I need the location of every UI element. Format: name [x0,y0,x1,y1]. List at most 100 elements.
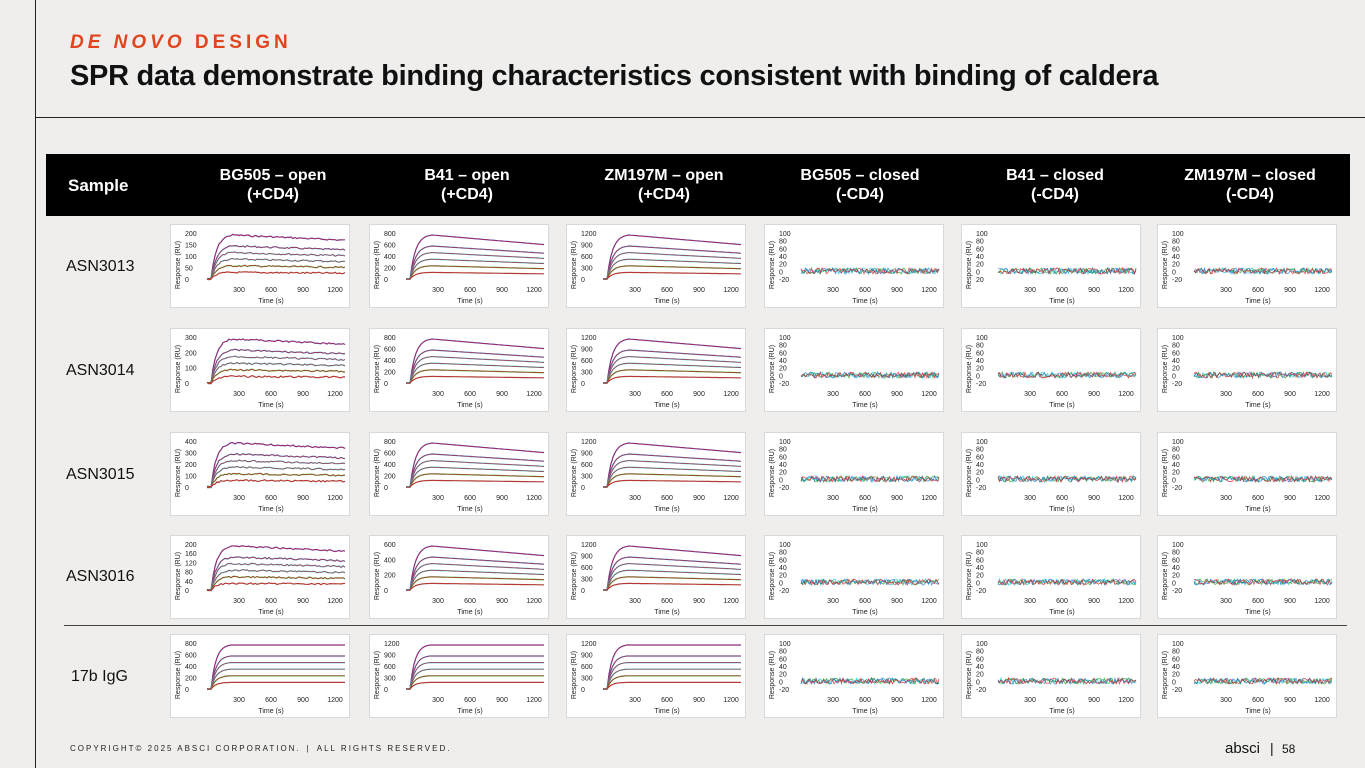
x-tick-label: 300 [233,697,245,704]
y-tick-label: 300 [581,577,593,584]
row-label-asn3015: ASN3015 [66,466,135,483]
y-tick-label: 20 [976,573,984,580]
column-header-line1: ZM197M – open [604,167,724,184]
fit-line [406,480,544,488]
y-tick-label: 1200 [581,335,597,342]
x-tick-label: 300 [827,697,839,704]
x-tick-label: 900 [693,391,705,398]
y-tick-label: 900 [581,554,593,561]
x-tick-label: 300 [629,287,641,294]
y-tick-label: 40 [976,664,984,671]
x-axis-label: Time (s) [457,708,482,715]
response-trace [406,668,544,690]
y-tick-label: 60 [976,557,984,564]
x-tick-label: 300 [432,697,444,704]
sensorgram-panel: Response (RU) 200 150 100 50 0 300 600 900 1200 Ti… [170,224,350,308]
response-trace [603,655,741,690]
y-tick-label: 20 [1172,573,1180,580]
column-header-line2: (-CD4) [1031,186,1079,203]
column-header-line1: BG505 – open [219,167,327,184]
x-axis-label: Time (s) [852,506,877,513]
sensorgram-panel: Response (RU) 100 80 60 40 20 0 -20 300 600 900 120… [764,328,944,412]
fit-line [406,460,545,488]
x-tick-label: 1200 [526,598,542,605]
y-axis-label: Response (RU) [374,552,381,600]
y-tick-label: 200 [384,370,396,377]
fit-line [603,369,742,384]
x-tick-label: 600 [1252,598,1264,605]
fit-line [207,675,345,690]
row-label-asn3013: ASN3013 [66,258,135,275]
fit-line [406,362,545,384]
x-tick-label: 300 [629,697,641,704]
x-tick-label: 300 [629,391,641,398]
y-tick-label: 800 [384,335,396,342]
x-tick-label: 1200 [921,287,937,294]
x-tick-label: 900 [693,697,705,704]
y-tick-label: 60 [779,454,787,461]
x-tick-label: 300 [432,391,444,398]
x-tick-label: 900 [297,495,309,502]
sensorgram-panel: Response (RU) 100 80 60 40 20 0 -20 300 600 900 120… [764,432,944,516]
brand-separator: | [1270,740,1274,756]
fit-line [406,349,545,384]
y-tick-label: 100 [185,474,197,481]
fit-line [603,234,742,280]
x-tick-label: 300 [1024,495,1036,502]
x-tick-label: 300 [1220,287,1232,294]
sensorgram-chart: Response (RU)800 600 400 200 0 300 600 900 1200 T… [374,335,545,409]
response-trace [603,466,742,488]
fit-line [207,662,345,690]
y-axis-label: Response (RU) [374,345,381,393]
y-axis-label: Response (RU) [374,449,381,497]
y-tick-label: 80 [1172,649,1180,656]
y-tick-label: 100 [185,366,197,373]
y-tick-label: 100 [976,231,988,238]
y-tick-label: 20 [779,262,787,269]
eyebrow-italic: DE NOVO [70,32,186,53]
x-tick-label: 900 [1088,495,1100,502]
y-tick-label: -20 [779,588,789,595]
x-tick-label: 900 [297,391,309,398]
fit-line [603,362,742,384]
y-tick-label: 60 [976,656,984,663]
sensorgram-panel: Response (RU) 800 600 400 200 0 300 600 900 1200 T… [369,224,549,308]
fit-line [406,453,545,488]
sensorgram-chart: Response (RU)200 150 100 50 0 300 600 900 1200 Ti… [175,231,346,305]
x-tick-label: 300 [233,391,245,398]
x-tick-label: 1200 [921,598,937,605]
y-tick-label: 100 [185,254,197,261]
response-trace [206,348,346,384]
x-tick-label: 900 [1284,697,1296,704]
y-axis-label: Response (RU) [571,241,578,289]
y-tick-label: 1200 [581,641,597,648]
y-tick-label: -20 [779,381,789,388]
y-tick-label: 60 [779,656,787,663]
y-tick-label: 600 [384,664,396,671]
y-tick-label: 600 [384,243,396,250]
x-tick-label: 300 [827,287,839,294]
x-tick-label: 600 [464,391,476,398]
section-eyebrow: DE NOVO DESIGN [70,32,292,54]
x-tick-label: 1200 [723,697,739,704]
fit-line [206,442,346,488]
footer-separator: | [306,744,311,753]
noise-trace [800,474,940,484]
sensorgram-panel: Response (RU) 100 80 60 40 20 0 -20 300 600 900 120… [1157,224,1337,308]
y-tick-label: 40 [779,664,787,671]
sensorgram-panel: Response (RU) 1200 900 600 300 0 300 600 900 1200… [566,224,746,308]
sensorgram-panel: Response (RU) 100 80 60 40 20 0 -20 300 600 900 120… [764,535,944,619]
x-tick-label: 900 [496,598,508,605]
response-trace [206,244,346,280]
x-tick-label: 600 [265,287,277,294]
x-tick-label: 300 [629,598,641,605]
fit-line [406,442,545,488]
y-tick-label: 40 [976,565,984,572]
y-tick-label: 0 [976,373,980,380]
y-tick-label: -20 [1172,687,1182,694]
fit-line [603,258,742,280]
x-tick-label: 1200 [526,697,542,704]
